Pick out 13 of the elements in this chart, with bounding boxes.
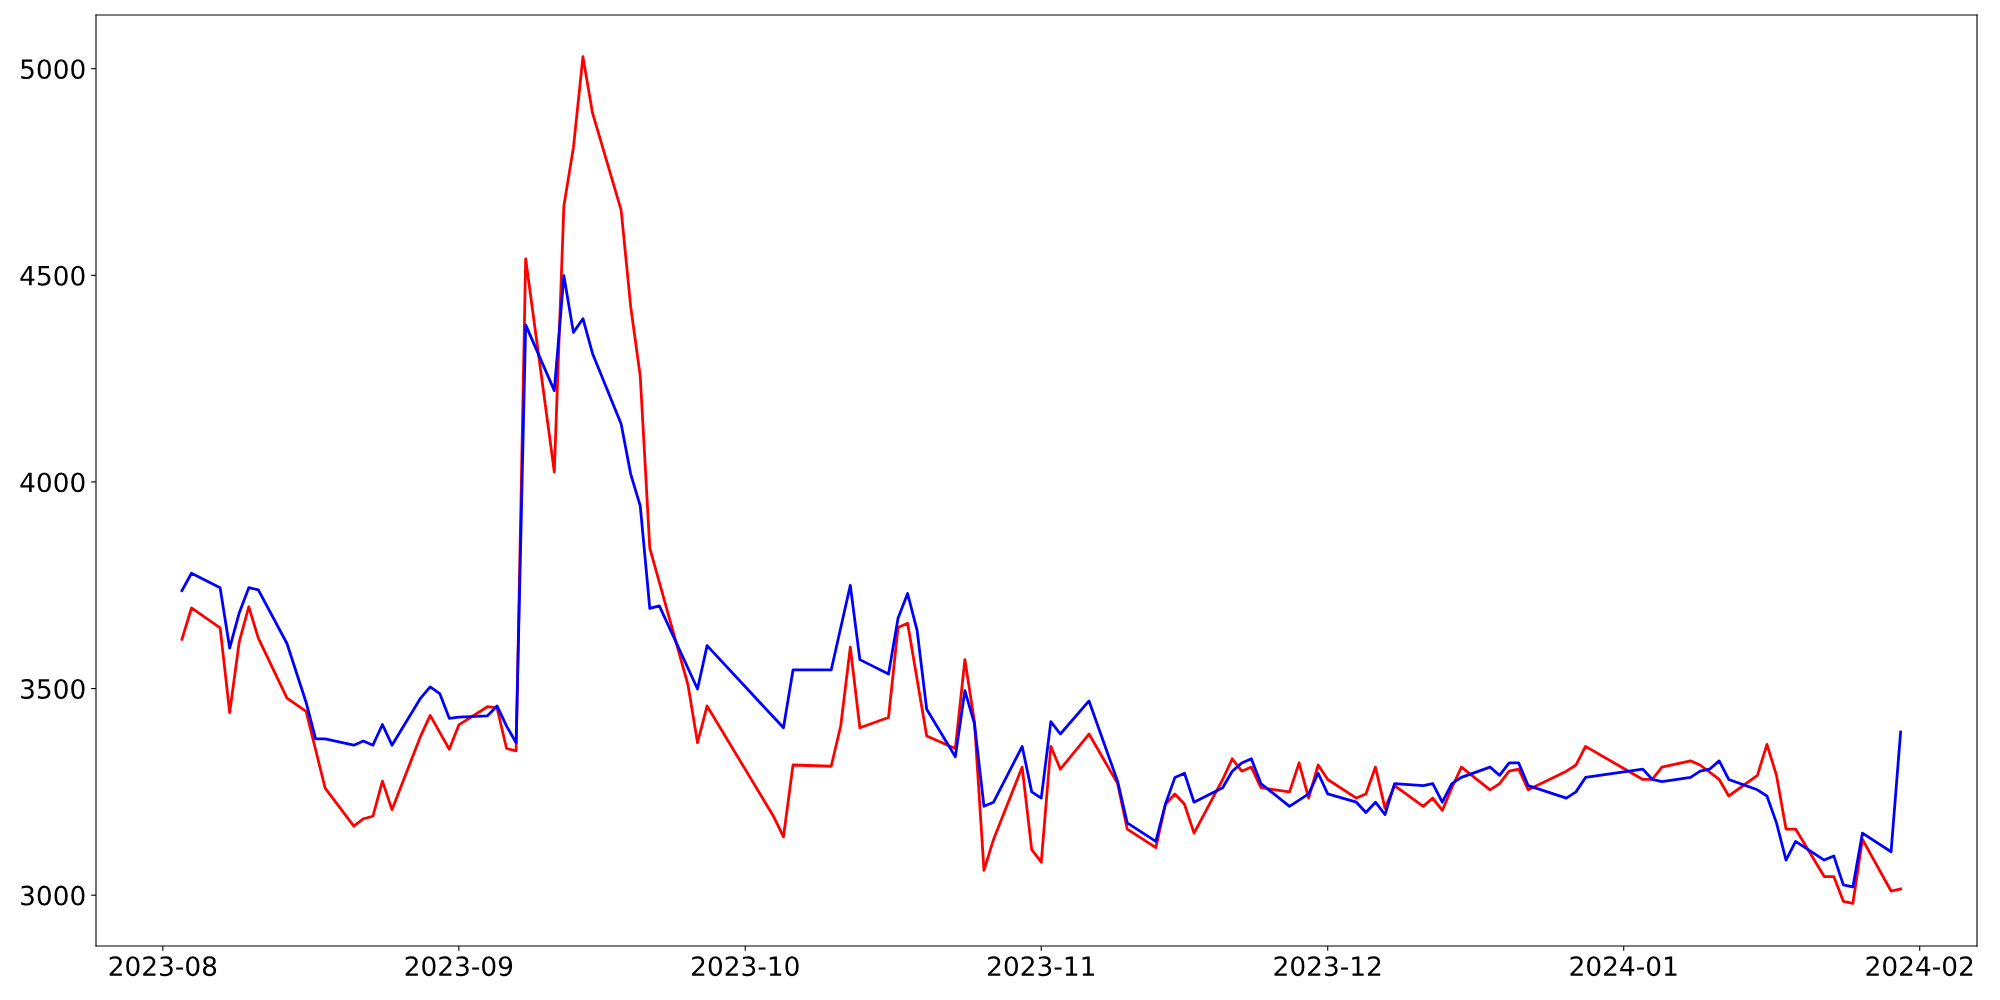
y-tick-label: 5000: [21, 59, 85, 80]
x-tick-label: 2023-11: [988, 956, 1094, 977]
y-tick-label: 3500: [21, 679, 85, 699]
y-tick-label: 4000: [20, 472, 85, 493]
x-tick-label: 2023-10: [692, 956, 799, 977]
y-tick-label: 4500: [20, 265, 85, 286]
x-tick-label: 2023-12: [1274, 956, 1381, 977]
x-tick-label: 2024-01: [1570, 956, 1677, 977]
y-tick-label: 3000: [21, 885, 85, 906]
x-tick-label: 2023-09: [405, 956, 513, 977]
x-tick-label: 2023-08: [109, 956, 217, 977]
line-series: [180, 274, 1902, 889]
x-tick-label: 2024-02: [1866, 956, 1973, 977]
